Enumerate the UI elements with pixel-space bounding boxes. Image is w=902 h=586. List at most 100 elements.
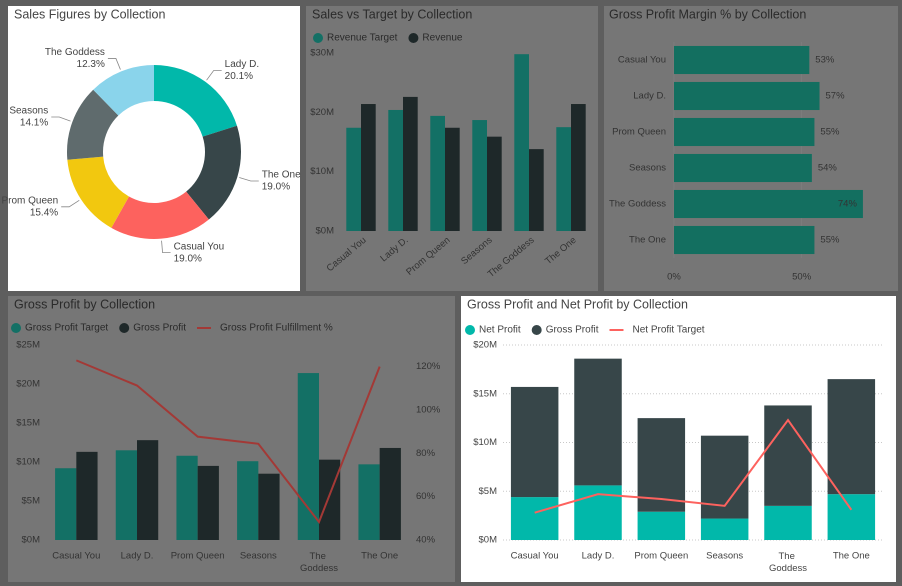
y-tick-label: $5M (22, 496, 41, 507)
chart-title: Sales Figures by Collection (14, 7, 166, 21)
x-tick-label: 0% (667, 272, 681, 283)
donut-slice (154, 65, 237, 137)
y-tick-label: The One (629, 235, 666, 246)
data-label: 55% (820, 127, 840, 138)
legend-label: Net Profit Target (632, 325, 704, 336)
slice-label: The Goddess (45, 47, 105, 58)
y-tick-label: $10M (310, 166, 334, 177)
x-tick-label: Lady D. (121, 551, 154, 562)
y2-tick-label: 100% (416, 405, 441, 416)
chart-title: Gross Profit and Net Profit by Collectio… (467, 297, 688, 311)
bar (358, 464, 380, 540)
bar (379, 447, 401, 540)
y2-tick-label: 120% (416, 361, 441, 372)
y-tick-label: $5M (479, 486, 498, 497)
y-tick-label: Casual You (618, 55, 666, 66)
y-tick-label: $30M (310, 48, 334, 59)
y-tick-label: $15M (473, 388, 497, 399)
leader-line (239, 177, 259, 182)
y-tick-label: $15M (16, 418, 40, 429)
bar (674, 153, 812, 183)
x-tick-label: Seasons (240, 551, 277, 562)
y-tick-label: $20M (310, 107, 334, 118)
bar (197, 465, 219, 540)
y-tick-label: $25M (16, 340, 40, 351)
data-label: 54% (818, 163, 838, 174)
chart-title: Sales vs Target by Collection (312, 7, 472, 21)
legend-label: Gross Profit Fulfillment % (220, 323, 333, 334)
x-tick-label: Casual You (511, 551, 559, 562)
donut-slice (67, 156, 129, 228)
legend-label: Gross Profit (133, 323, 186, 334)
data-label: 55% (820, 235, 840, 246)
bar (674, 81, 820, 111)
legend-label: Gross Profit (546, 325, 599, 336)
legend-marker (465, 325, 475, 335)
slice-value: 14.1% (20, 118, 48, 129)
donut-slice (111, 191, 209, 239)
line (75, 359, 381, 525)
slice-value: 15.4% (30, 207, 58, 218)
y-tick-label: $10M (16, 457, 40, 468)
y-tick-label: The Goddess (609, 199, 666, 210)
y2-tick-label: 80% (416, 448, 436, 459)
bar-segment (637, 511, 686, 540)
bar (529, 149, 544, 231)
y-tick-label: $20M (16, 379, 40, 390)
bar (674, 117, 815, 147)
bar-segment (764, 505, 812, 540)
line (534, 418, 853, 514)
bar (674, 189, 863, 219)
legend-marker (119, 323, 130, 333)
x-tick-label: The Goddess (769, 551, 807, 574)
x-tick-label: Lady D. (582, 551, 615, 562)
leader-line (61, 199, 80, 208)
legend-label: Revenue Target (327, 33, 398, 44)
y-tick-label: $0M (22, 535, 41, 546)
x-tick-label: The Goddess (300, 551, 338, 574)
leader-line (107, 58, 121, 70)
legend-marker (313, 33, 323, 43)
legend-label: Gross Profit Target (25, 323, 108, 334)
bar (137, 440, 159, 540)
chart-title: Gross Profit Margin % by Collection (609, 7, 806, 21)
leader-line (206, 70, 222, 81)
bar (237, 461, 259, 540)
x-tick-label: The One (833, 551, 870, 562)
bar (176, 455, 198, 540)
slice-value: 19.0% (262, 182, 290, 193)
bar (76, 451, 98, 540)
slice-value: 20.1% (225, 71, 253, 82)
y-tick-label: $20M (473, 340, 497, 351)
slice-label: Lady D. (225, 59, 259, 70)
y-tick-label: Prom Queen (612, 127, 666, 138)
x-tick-label: Prom Queen (634, 551, 688, 562)
y2-tick-label: 40% (416, 535, 436, 546)
x-tick-label: Seasons (706, 551, 743, 562)
bar-segment (574, 358, 622, 486)
data-label: 57% (826, 91, 846, 102)
donut-slice (93, 65, 154, 116)
data-label: 74% (838, 199, 858, 210)
bar (556, 127, 571, 231)
y-tick-label: $0M (479, 535, 498, 546)
bar (55, 468, 77, 540)
panel: Sales vs Target by Collection Revenue Ta… (306, 6, 598, 291)
panel: Gross Profit by Collection Gross Profit … (8, 296, 455, 582)
bar-segment (700, 518, 749, 540)
y2-tick-label: 60% (416, 491, 436, 502)
panel-bg (8, 6, 300, 291)
bar (430, 115, 445, 231)
slice-value: 19.0% (174, 253, 202, 264)
bar-segment (827, 379, 876, 495)
bar (445, 127, 460, 231)
slice-label: Casual You (174, 241, 225, 252)
y-tick-label: Lady D. (633, 91, 666, 102)
donut-slice (186, 125, 241, 220)
bar (319, 459, 341, 540)
y-tick-label: $0M (316, 226, 335, 237)
slice-label: Prom Queen (1, 195, 58, 206)
bar-segment (510, 497, 559, 540)
bar (388, 109, 403, 231)
panel: Gross Profit Margin % by Collection 0% 50… (604, 6, 898, 291)
